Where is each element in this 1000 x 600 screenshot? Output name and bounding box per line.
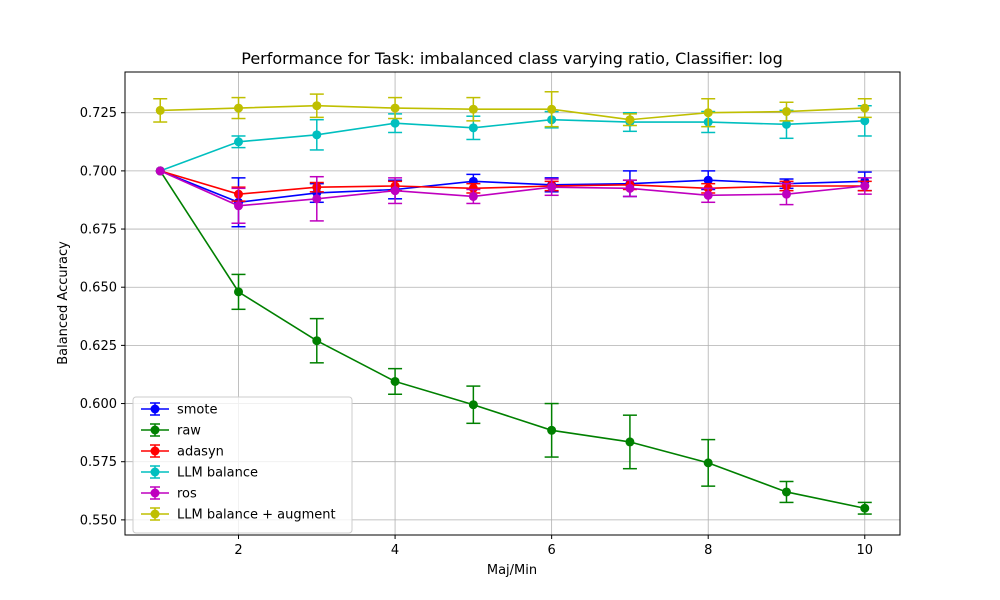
series-line [160,104,865,121]
legend-item: LLM balance [141,465,258,481]
legend-box [132,396,353,534]
series-line [159,170,865,207]
legend-item: LLM balance + augment [141,507,336,523]
data-point [860,116,870,126]
legend-label: raw [177,424,201,439]
y-tick-label: 0.650 [80,281,117,296]
data-point [234,137,244,147]
data-point [390,186,400,196]
data-point [312,194,322,204]
data-point [234,103,244,113]
data-point [312,130,322,140]
series-llm-balance-augment [153,91,872,128]
data-point [468,400,478,410]
data-point [468,183,478,193]
legend-item: adasyn [141,444,224,460]
data-point [155,105,165,115]
data-point [781,189,791,199]
legend-marker [150,467,160,477]
data-point [234,201,244,211]
data-point [860,503,870,513]
data-point [234,287,244,297]
legend-label: ros [177,487,197,502]
x-tick-label: 2 [234,543,242,558]
data-point [390,118,400,128]
data-point [547,104,557,114]
legend-marker [150,488,160,498]
legend: smote raw adasyn LLM balance ros LLM balance … [132,396,353,534]
y-tick-label: 0.700 [80,164,117,179]
data-point [468,191,478,201]
chart-title: Performance for Task: imbalanced class v… [241,49,782,68]
y-axis-label: Balanced Accuracy [56,241,71,365]
data-point [625,183,635,193]
data-point [781,487,791,497]
data-point [312,336,322,346]
data-point [703,190,713,200]
series-ros [155,166,872,224]
plot-area: 2 4 6 8 10 0.550 0.575 0.600 0.625 0.650 0.675 0.70… [80,71,901,558]
series-raw [155,166,872,515]
series-line [159,170,865,195]
y-tick-label: 0.725 [80,106,117,121]
legend-marker [150,404,160,414]
y-tick-label: 0.625 [80,339,117,354]
legend-item: smote [141,402,218,418]
x-tick-label: 8 [704,543,712,558]
data-point [547,425,557,435]
data-point [312,101,322,111]
x-tick-label: 4 [391,543,399,558]
data-point [468,104,478,114]
x-tick-label: 10 [856,543,873,558]
data-point [390,376,400,386]
legend-label: LLM balance + augment [177,508,336,523]
data-point [625,115,635,125]
x-tick-label: 6 [548,543,556,558]
data-point [390,103,400,113]
legend-marker [150,425,160,435]
data-point [468,123,478,133]
axes-frame [124,71,901,536]
legend-item: raw [141,423,201,439]
legend-label: adasyn [177,445,224,460]
series-line [159,170,865,204]
y-tick-label: 0.575 [80,455,117,470]
data-point [860,103,870,113]
data-point [625,437,635,447]
series-line [159,170,865,510]
legend-item: ros [141,486,197,502]
data-point [547,182,557,192]
y-tick-label: 0.600 [80,397,117,412]
legend-marker [150,509,160,519]
data-point [703,108,713,118]
data-point [703,458,713,468]
data-point [155,166,165,176]
data-point [860,181,870,191]
series-line [159,118,865,172]
data-point [703,175,713,185]
x-axis-label: Maj/Min [487,563,537,578]
y-tick-label: 0.675 [80,223,117,238]
data-point [781,119,791,129]
data-point [781,107,791,117]
legend-label: smote [177,403,218,418]
y-tick-label: 0.550 [80,513,117,528]
legend-label: LLM balance [177,466,258,481]
legend-marker [150,446,160,456]
